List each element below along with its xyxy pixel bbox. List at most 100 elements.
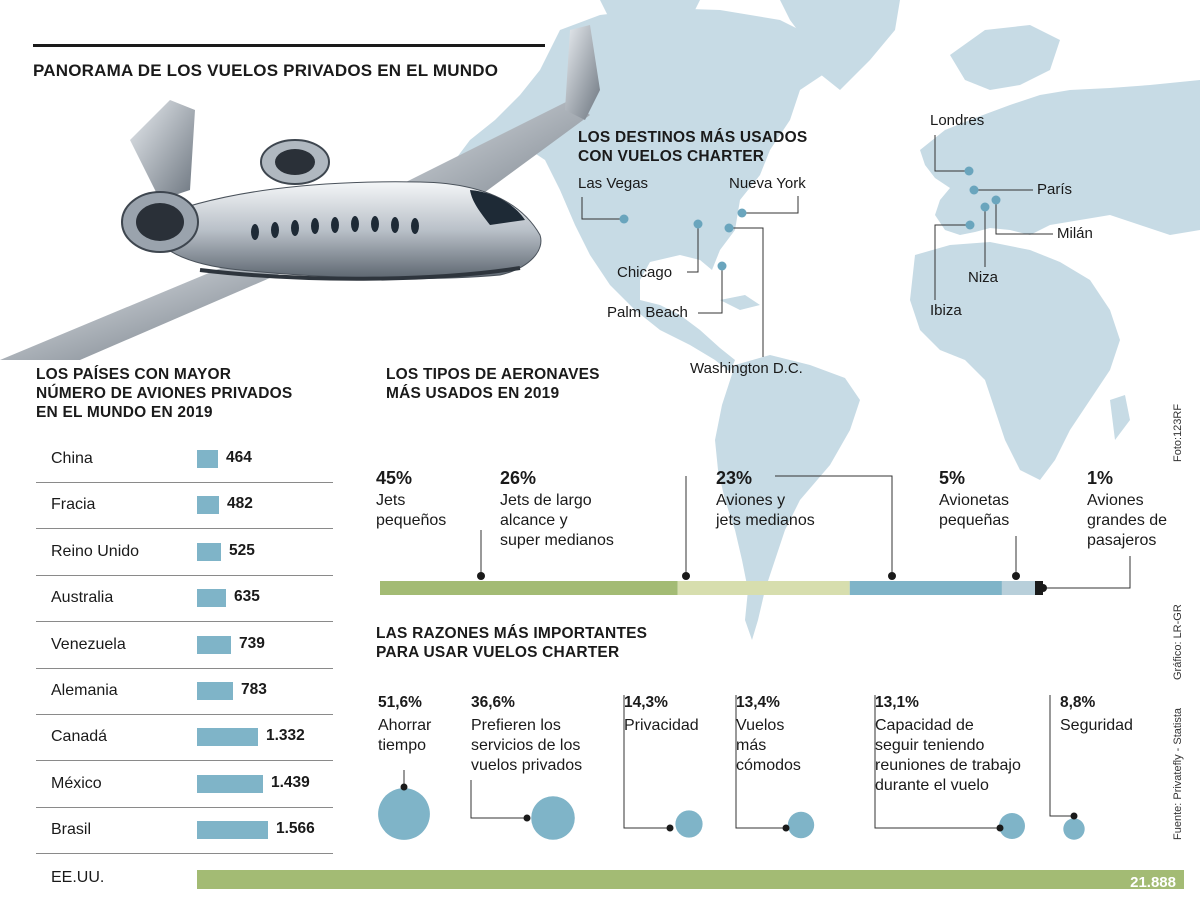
country-name: México <box>51 774 102 792</box>
type-segment <box>849 581 1002 595</box>
country-value: 1.332 <box>266 727 305 745</box>
reason-percent: 36,6% <box>471 694 515 711</box>
reason-label-line: Seguridad <box>1060 717 1133 734</box>
bar-eeuu <box>197 870 1184 889</box>
reason-leader-dot <box>782 824 790 832</box>
type-label-line: pequeñas <box>939 512 1010 529</box>
type-percent: 26% <box>500 468 537 488</box>
type-label: Aviones grandes de pasajeros <box>1087 491 1167 551</box>
reason-label-line: Privacidad <box>624 717 699 734</box>
country-value: 464 <box>226 449 252 466</box>
type-label: Aviones y jets medianos <box>716 491 815 531</box>
map-dot-milan <box>991 195 1001 205</box>
country-row: Brasil <box>36 807 333 855</box>
map-dot-palm-beach <box>717 261 727 271</box>
country-row: Canadá <box>36 714 333 762</box>
map-label-chicago: Chicago <box>617 264 673 281</box>
destinations-title-line: CON VUELOS CHARTER <box>578 148 765 165</box>
reason-label-line: tiempo <box>378 737 427 754</box>
type-label-line: Jets de largo <box>500 492 592 509</box>
map-dot-paris <box>969 185 979 195</box>
reason-leader-line <box>470 780 527 819</box>
type-label: Jets pequeños <box>376 491 446 531</box>
map-label-londres: Londres <box>930 112 985 129</box>
country-value: 739 <box>239 634 265 652</box>
reason-percent: 13,1% <box>875 694 919 711</box>
map-dot-ibiza <box>965 220 975 230</box>
aircraft-title-line: LOS TIPOS DE AERONAVES <box>386 366 600 383</box>
reason-leader-dot <box>1070 812 1078 820</box>
country-value: 635 <box>234 588 260 606</box>
map-dot-londres <box>964 166 974 176</box>
page-title: PANORAMA DE LOS VUELOS PRIVADOS EN EL MU… <box>33 61 499 80</box>
type-leader-dot <box>1039 584 1047 592</box>
country-row: Australia <box>36 575 333 623</box>
type-label-line: jets medianos <box>716 512 815 529</box>
reason-leader-line <box>623 695 670 829</box>
map-dot-las-vegas <box>619 214 629 224</box>
reason-leader-line <box>735 695 786 829</box>
reason-percent: 14,3% <box>624 694 668 711</box>
type-percent: 45% <box>376 468 413 488</box>
reason-bubble <box>531 796 575 840</box>
aircraft-types-title: LOS TIPOS DE AERONAVES MÁS USADOS EN 201… <box>386 365 600 403</box>
reason-leader-dot <box>666 824 674 832</box>
country-value: 1.566 <box>276 820 315 838</box>
type-leader-dot <box>477 572 485 580</box>
reason-label-line: vuelos privados <box>471 757 583 774</box>
reason-label-line: seguir teniendo <box>875 737 985 754</box>
map-label-paris: París <box>1037 181 1073 198</box>
country-value: 482 <box>227 495 253 513</box>
country-bar <box>197 635 231 654</box>
type-label-line: Aviones <box>1087 492 1144 509</box>
reason-leader-dot <box>996 824 1004 832</box>
type-label-line: pequeños <box>376 512 447 529</box>
aircraft-title-line: MÁS USADOS EN 2019 <box>386 385 560 402</box>
country-row: México <box>36 761 333 808</box>
country-name: Canadá <box>51 728 108 746</box>
reason-label-line: reuniones de trabajo <box>875 757 1021 774</box>
reason-label-line: Ahorrar <box>378 717 432 734</box>
countries-chart-title: LOS PAÍSES CON MAYOR NÚMERO DE AVIONES P… <box>36 365 292 422</box>
reason-bubble <box>1063 818 1085 840</box>
country-bar <box>197 728 258 747</box>
country-bar <box>197 450 218 468</box>
country-row: Venezuela <box>36 622 333 669</box>
reason-leader-dot <box>523 814 531 822</box>
country-name: Venezuela <box>51 635 126 653</box>
country-name: Reino Unido <box>51 542 140 560</box>
title-rule <box>33 44 545 47</box>
bar-value-eeuu: 21.888 <box>1130 874 1176 891</box>
map-label-niza: Niza <box>968 269 999 286</box>
country-row: Alemania <box>36 668 333 715</box>
type-leader-dot <box>888 572 896 580</box>
reason-leader-line <box>1049 695 1074 817</box>
type-label-line: grandes de <box>1087 512 1168 529</box>
type-segment <box>677 581 850 595</box>
reason-percent: 8,8% <box>1060 694 1096 711</box>
reason-label: Ahorrar tiempo <box>378 716 431 756</box>
reason-label: Vuelos más cómodos <box>736 716 801 776</box>
map-dot-niza <box>980 202 990 212</box>
type-label-line: Avionetas <box>939 492 1009 509</box>
reason-label-line: servicios de los <box>471 737 581 754</box>
country-name: Alemania <box>51 682 118 699</box>
reason-bubble <box>675 810 703 838</box>
country-row: Fracia <box>36 482 333 530</box>
type-percent: 23% <box>716 468 753 488</box>
country-name: Fracia <box>51 496 96 514</box>
type-leader-line <box>775 475 893 575</box>
reason-label-line: Vuelos <box>736 717 785 734</box>
country-bar <box>197 496 219 515</box>
type-leader-dot <box>1012 572 1020 580</box>
reasons-title: LAS RAZONES MÁS IMPORTANTES PARA USAR VU… <box>376 624 647 662</box>
map-label-palm-beach: Palm Beach <box>607 304 688 321</box>
reason-label: Prefieren los servicios de los vuelos priv… <box>471 716 582 776</box>
type-label: Avionetas pequeñas <box>939 491 1009 531</box>
country-bar <box>197 682 233 700</box>
reason-label-line: Capacidad de <box>875 717 974 734</box>
country-value: 525 <box>229 541 255 559</box>
type-leader-line <box>1045 556 1131 589</box>
